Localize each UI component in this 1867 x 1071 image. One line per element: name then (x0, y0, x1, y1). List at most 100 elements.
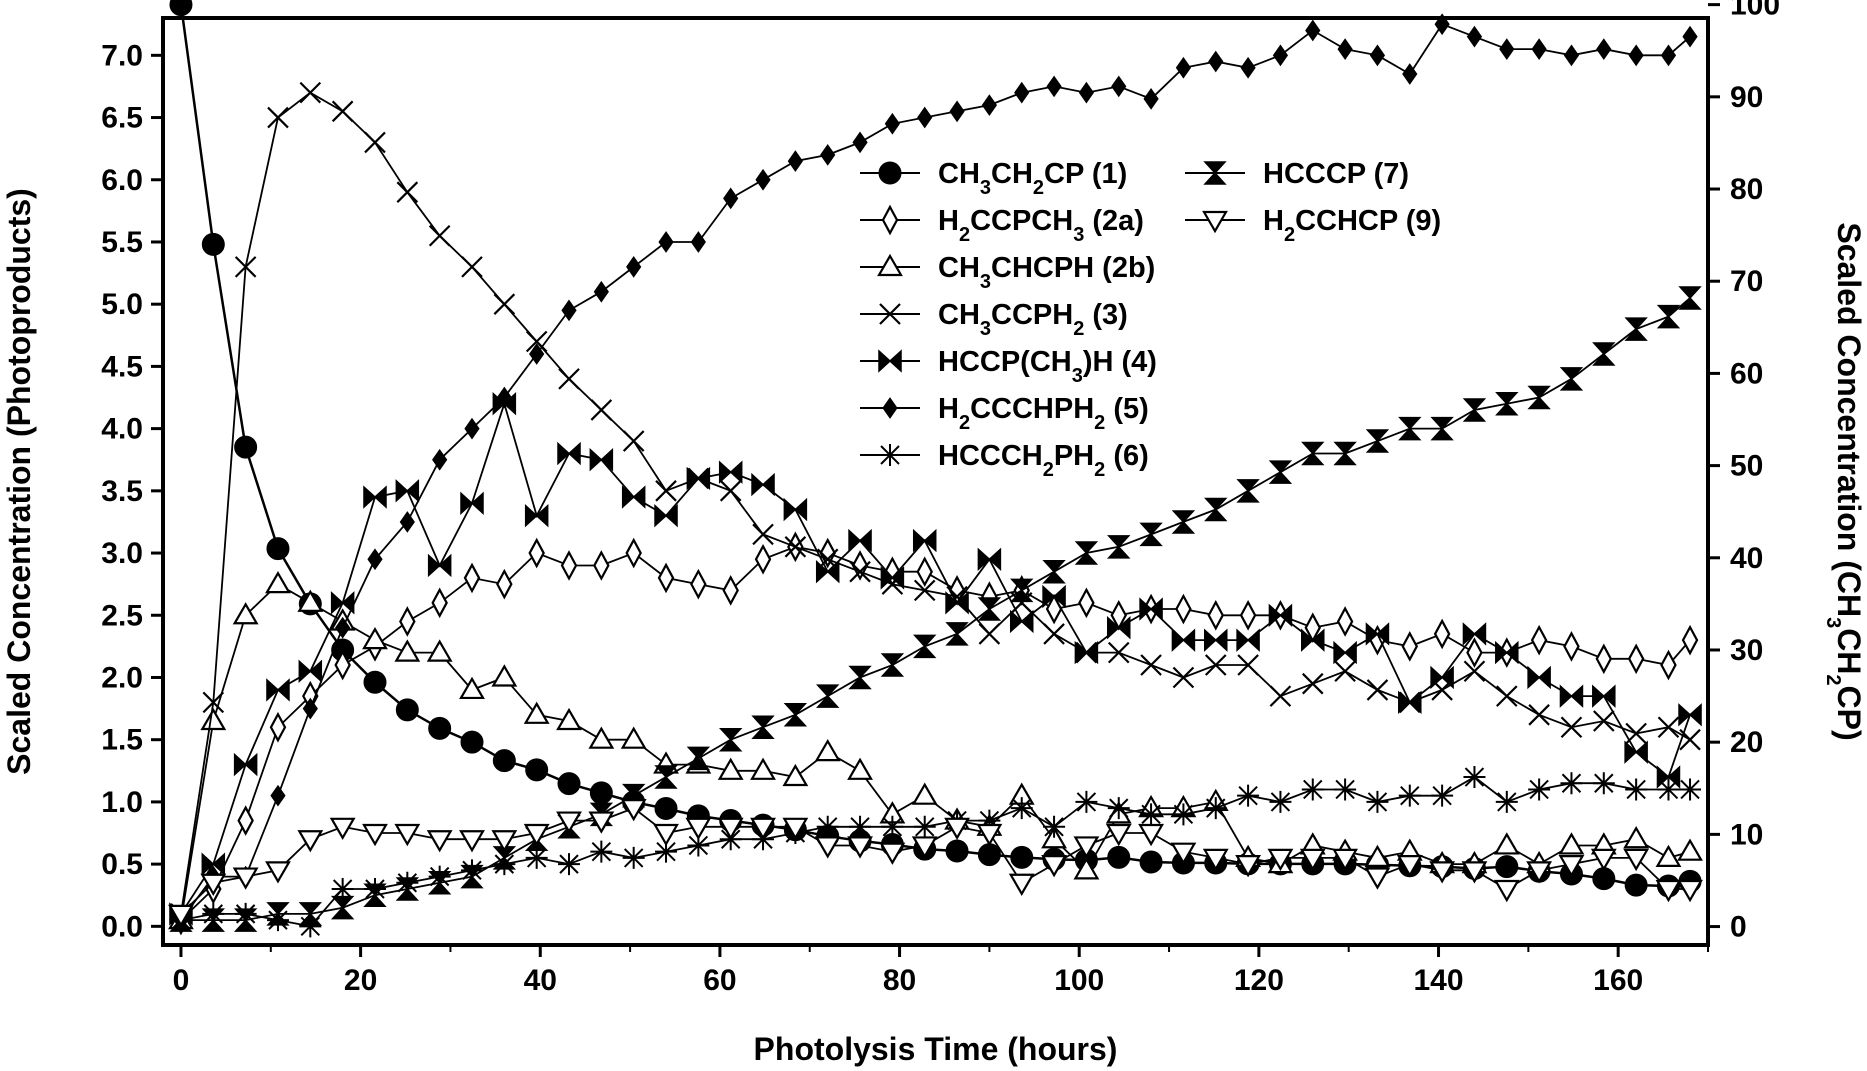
data-point-s3 (978, 623, 1001, 645)
data-point-s9 (588, 811, 615, 834)
data-point-s9 (1461, 861, 1488, 884)
legend-label: H2CCPCH3 (2a) (938, 205, 1144, 246)
legend-marker-s2b (877, 253, 903, 277)
y-tick-label: 6.0 (101, 164, 143, 197)
data-point-s7 (1624, 317, 1648, 341)
data-point-s9 (168, 904, 194, 928)
data-point-s9 (1267, 848, 1294, 872)
data-point-s3 (655, 480, 677, 502)
legend-marker-s6 (879, 444, 901, 466)
data-point-s4 (1559, 684, 1584, 708)
data-point-s4 (621, 485, 646, 509)
data-point-s7 (1527, 385, 1551, 410)
data-point-s2b (556, 707, 582, 731)
x-tick-label: 40 (524, 964, 557, 997)
legend-item-s2b: CH3CHCPH (2b) (860, 252, 1155, 293)
data-point-s4 (298, 659, 323, 683)
data-point-s5 (1596, 38, 1612, 60)
data-point-s7 (1462, 398, 1487, 422)
data-point-s4 (977, 547, 1002, 571)
data-point-s7 (1559, 367, 1584, 391)
data-point-s3 (202, 691, 225, 714)
x-axis-title: Photolysis Time (hours) (754, 1031, 1118, 1067)
data-point-s6 (687, 834, 710, 857)
data-point-s5 (1111, 75, 1127, 98)
data-point-s6 (1204, 797, 1227, 820)
data-point-s2a (1433, 618, 1451, 650)
data-point-s2b (200, 707, 227, 731)
data-point-s1 (492, 749, 516, 773)
data-point-s7 (266, 902, 290, 926)
label-part: PH (1054, 440, 1094, 472)
data-point-s5 (1337, 38, 1353, 60)
legend-marker-s2a (881, 204, 899, 236)
data-point-s4 (557, 441, 581, 466)
data-point-s4 (1592, 684, 1616, 708)
data-point-s4 (460, 491, 484, 515)
data-point-s2b (1364, 844, 1391, 867)
legend-marker-s5 (882, 397, 898, 419)
data-point-s9 (297, 830, 324, 853)
data-point-s4 (912, 528, 937, 553)
data-point-s9 (491, 830, 518, 853)
data-point-s1 (977, 843, 1001, 867)
data-point-s1 (525, 758, 549, 782)
data-point-s3 (1204, 654, 1227, 676)
legend-marker-s9 (1202, 210, 1228, 234)
data-point-s2a (1207, 599, 1225, 631)
data-point-s6 (1592, 772, 1615, 795)
data-point-s3 (493, 293, 516, 315)
legend-item-s4: HCCP(CH3)H (4) (860, 346, 1157, 387)
y-tick-label: 5.0 (101, 288, 143, 321)
data-point-s4 (945, 591, 969, 615)
data-point-s5 (755, 168, 771, 191)
y2-tick-label: 10 (1730, 818, 1763, 851)
data-point-s4 (1527, 665, 1551, 690)
data-point-s9 (1299, 848, 1326, 872)
data-point-s9 (1202, 848, 1229, 872)
label-part: CP) (1831, 686, 1867, 741)
data-point-s7 (1010, 578, 1034, 603)
y-tick-label: 3.0 (101, 537, 143, 570)
data-point-s9 (394, 823, 421, 847)
data-point-s7 (1236, 479, 1260, 503)
y-tick-label: 3.5 (101, 475, 143, 508)
y-tick-label: 2.5 (101, 599, 143, 632)
label-part: CH (991, 158, 1033, 190)
data-point-s5 (1499, 38, 1515, 60)
legend-marker-s4 (878, 349, 902, 373)
data-point-s2b (232, 602, 259, 625)
data-point-s4 (686, 466, 711, 491)
data-point-s5 (787, 150, 803, 172)
data-point-s9 (814, 836, 841, 859)
data-point-s1 (1139, 850, 1163, 874)
data-point-s2a (1530, 624, 1548, 656)
data-point-s6 (525, 846, 548, 869)
data-point-s6 (881, 815, 904, 838)
data-point-s5 (1305, 19, 1321, 42)
legend-label: HCCCH2PH2 (6) (938, 440, 1149, 481)
data-point-s2a (593, 550, 610, 581)
x-tick-label: 100 (1054, 964, 1104, 997)
data-point-s2b (426, 639, 453, 662)
data-point-s4 (1430, 665, 1454, 690)
data-point-s5 (917, 106, 933, 129)
data-point-s5 (1078, 81, 1095, 104)
data-point-s2a (1660, 649, 1677, 681)
data-point-s3 (1237, 654, 1259, 676)
data-point-s7 (1495, 391, 1519, 416)
data-point-s9 (879, 842, 906, 865)
data-point-s5 (1175, 56, 1192, 79)
data-point-s7 (427, 871, 452, 895)
data-point-s2b (847, 757, 873, 780)
data-point-s3 (1560, 716, 1583, 739)
data-point-s5 (561, 299, 577, 322)
data-point-s9 (1041, 855, 1067, 878)
data-point-s2a (528, 537, 545, 569)
label-part: CCPH (991, 299, 1073, 331)
legend-label: H2CCCHPH2 (5) (938, 393, 1149, 434)
data-point-s9 (1138, 823, 1164, 847)
data-point-s3 (1496, 685, 1518, 707)
